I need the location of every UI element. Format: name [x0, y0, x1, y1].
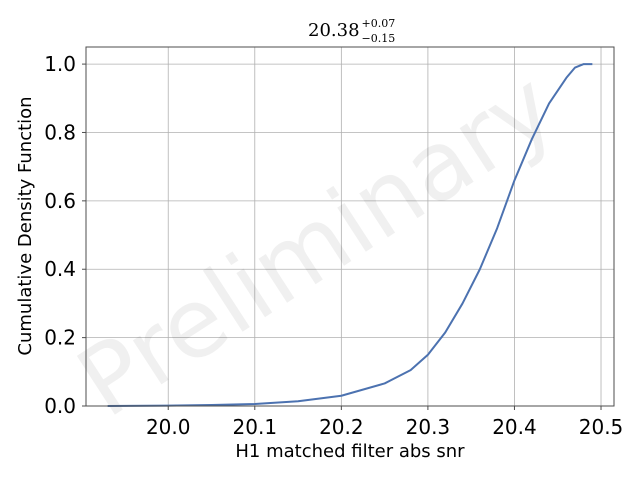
y-tick-label: 0.4: [44, 257, 76, 281]
x-tick-label: 20.0: [146, 415, 191, 439]
plot-title: 20.38: [308, 20, 360, 41]
x-tick-label: 20.1: [233, 415, 278, 439]
title-main: 20.38: [308, 20, 360, 41]
title-upper: +0.07: [362, 17, 396, 30]
x-tick-label: 20.5: [579, 415, 624, 439]
x-axis: 20.0 20.1 20.2 20.3 20.4 20.5: [146, 406, 623, 439]
y-tick-label: 0.2: [44, 326, 76, 350]
x-tick-label: 20.4: [492, 415, 537, 439]
y-tick-label: 0.8: [44, 120, 76, 144]
x-axis-label: H1 matched filter abs snr: [235, 441, 465, 462]
cdf-line: [107, 63, 593, 407]
preliminary-watermark: Preliminary: [59, 50, 575, 439]
x-tick-label: 20.3: [406, 415, 451, 439]
y-tick-label: 0.0: [44, 394, 76, 418]
series-layer: [107, 63, 593, 407]
watermark-layer: Preliminary: [59, 50, 575, 439]
title-lower: −0.15: [362, 32, 396, 45]
y-axis-label: Cumulative Density Function: [15, 96, 36, 355]
y-tick-label: 0.6: [44, 189, 76, 213]
x-tick-label: 20.2: [319, 415, 364, 439]
y-axis: 0.0 0.2 0.4 0.6 0.8 1.0: [44, 52, 86, 418]
plot-frame: [85, 46, 615, 407]
y-tick-label: 1.0: [44, 52, 76, 76]
